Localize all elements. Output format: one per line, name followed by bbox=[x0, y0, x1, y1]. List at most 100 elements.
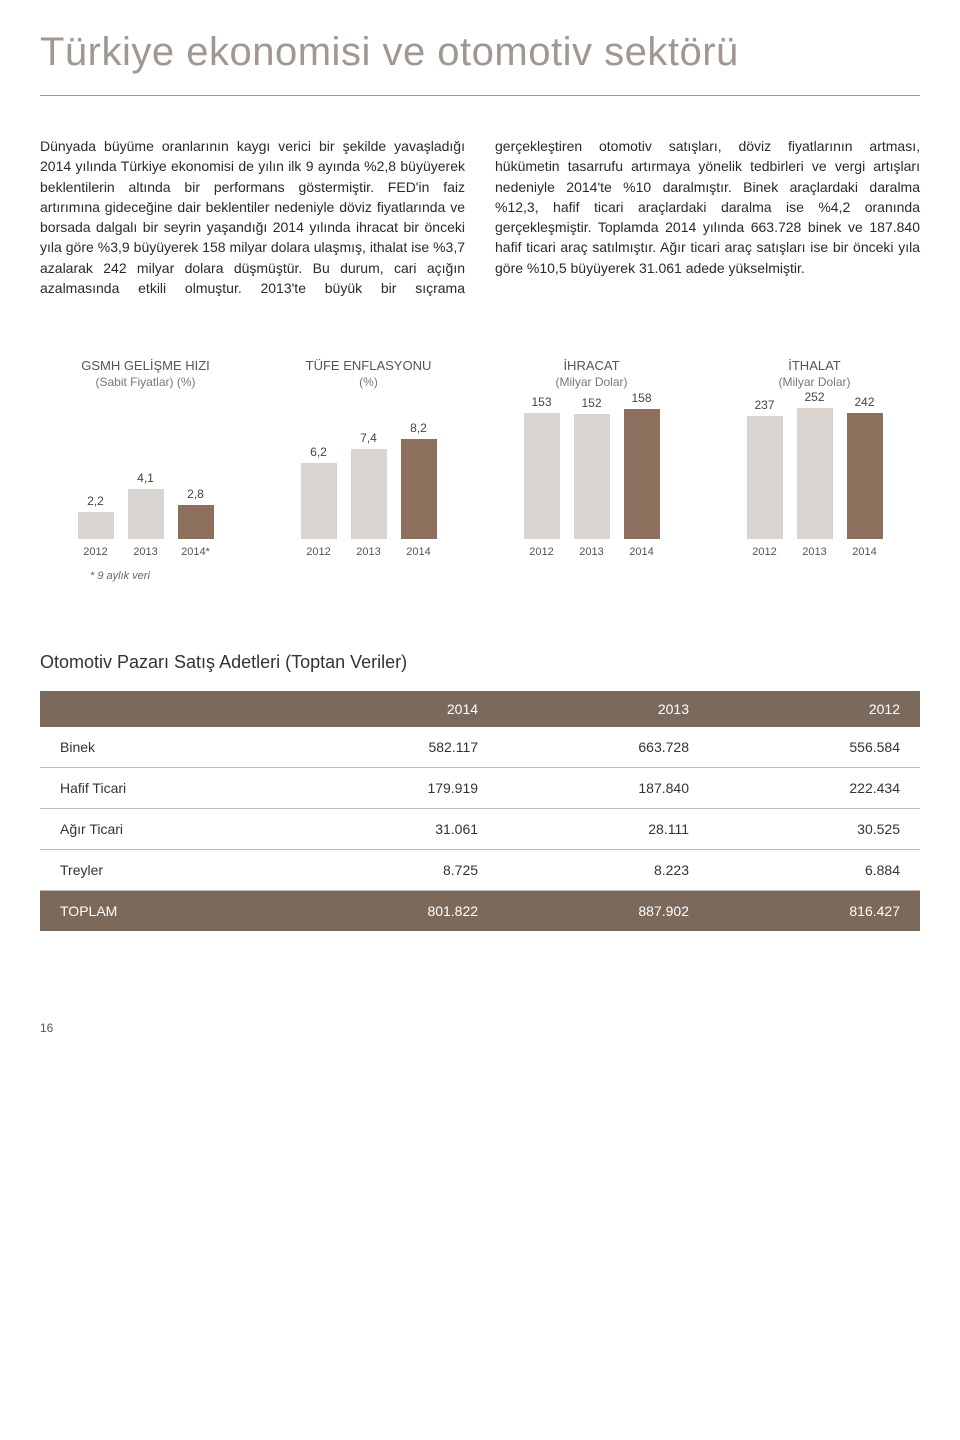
x-label: 2012 bbox=[301, 546, 337, 558]
table-row: Hafif Ticari179.919187.840222.434 bbox=[40, 768, 920, 809]
bar-wrap: 4,1 bbox=[128, 471, 164, 539]
bar-value: 4,1 bbox=[137, 471, 154, 485]
bars-area: 237252242 bbox=[713, 400, 916, 540]
x-label: 2012 bbox=[524, 546, 560, 558]
bar bbox=[574, 414, 610, 539]
chart-title: İHRACAT(Milyar Dolar) bbox=[490, 358, 693, 394]
table-total-cell: 816.427 bbox=[709, 891, 920, 932]
bar-value: 152 bbox=[581, 396, 601, 410]
x-label: 2013 bbox=[128, 546, 164, 558]
chart-block: TÜFE ENFLASYONU(%) 6,2 7,4 8,2 2012 2013 2014 bbox=[267, 358, 470, 558]
bar-wrap: 7,4 bbox=[351, 431, 387, 539]
x-label: 2014* bbox=[178, 546, 214, 558]
table-cell: 31.061 bbox=[287, 809, 498, 850]
x-label: 2013 bbox=[351, 546, 387, 558]
body-text: Dünyada büyüme oranlarının kaygı verici … bbox=[40, 136, 920, 298]
page-title: Türkiye ekonomisi ve otomotiv sektörü bbox=[40, 30, 920, 96]
bar-wrap: 153 bbox=[524, 395, 560, 539]
x-labels: 2012 2013 2014 bbox=[267, 546, 470, 558]
bar-value: 2,8 bbox=[187, 487, 204, 501]
chart-subtitle: (%) bbox=[267, 375, 470, 391]
table-cell: Binek bbox=[40, 727, 287, 768]
bar-wrap: 8,2 bbox=[401, 421, 437, 539]
table-cell: 8.725 bbox=[287, 850, 498, 891]
bar-value: 237 bbox=[754, 398, 774, 412]
bar-value: 242 bbox=[854, 395, 874, 409]
table-total-row: TOPLAM801.822887.902816.427 bbox=[40, 891, 920, 932]
bar-value: 153 bbox=[531, 395, 551, 409]
bar-value: 252 bbox=[804, 390, 824, 404]
table-cell: 222.434 bbox=[709, 768, 920, 809]
bar bbox=[747, 416, 783, 539]
chart-title: TÜFE ENFLASYONU(%) bbox=[267, 358, 470, 394]
bar bbox=[797, 408, 833, 539]
bar-value: 2,2 bbox=[87, 494, 104, 508]
bar-wrap: 242 bbox=[847, 395, 883, 539]
bar bbox=[624, 409, 660, 539]
x-label: 2014 bbox=[847, 546, 883, 558]
table-total-cell: 801.822 bbox=[287, 891, 498, 932]
table-header-cell: 2014 bbox=[287, 691, 498, 727]
bar-wrap: 158 bbox=[624, 391, 660, 539]
x-label: 2013 bbox=[574, 546, 610, 558]
bar bbox=[128, 489, 164, 539]
bar-wrap: 237 bbox=[747, 398, 783, 539]
table-row: Binek582.117663.728556.584 bbox=[40, 727, 920, 768]
chart-block: İHRACAT(Milyar Dolar)1531521582012201320… bbox=[490, 358, 693, 558]
bar-wrap: 152 bbox=[574, 396, 610, 539]
table-header-cell bbox=[40, 691, 287, 727]
bar-value: 6,2 bbox=[310, 445, 327, 459]
table-total-cell: 887.902 bbox=[498, 891, 709, 932]
page-number: 16 bbox=[40, 1021, 920, 1035]
table-header-cell: 2012 bbox=[709, 691, 920, 727]
x-label: 2012 bbox=[78, 546, 114, 558]
bar bbox=[351, 449, 387, 539]
chart-title: GSMH GELİŞME HIZI(Sabit Fiyatlar) (%) bbox=[44, 358, 247, 394]
table-header-row: 201420132012 bbox=[40, 691, 920, 727]
x-labels: 2012 2013 2014 bbox=[490, 546, 693, 558]
chart-block: GSMH GELİŞME HIZI(Sabit Fiyatlar) (%) 2,2… bbox=[44, 358, 247, 558]
table-row: Treyler8.7258.2236.884 bbox=[40, 850, 920, 891]
bar-wrap: 2,8 bbox=[178, 487, 214, 539]
bar-value: 8,2 bbox=[410, 421, 427, 435]
bars-area: 2,2 4,1 2,8 bbox=[44, 400, 247, 540]
chart-subtitle: (Sabit Fiyatlar) (%) bbox=[44, 375, 247, 391]
chart-title: İTHALAT(Milyar Dolar) bbox=[713, 358, 916, 394]
bar bbox=[524, 413, 560, 539]
table-total-cell: TOPLAM bbox=[40, 891, 287, 932]
charts-row: GSMH GELİŞME HIZI(Sabit Fiyatlar) (%) 2,2… bbox=[40, 358, 920, 558]
table-cell: 582.117 bbox=[287, 727, 498, 768]
table-cell: 187.840 bbox=[498, 768, 709, 809]
table-cell: 6.884 bbox=[709, 850, 920, 891]
bar bbox=[401, 439, 437, 539]
chart-subtitle: (Milyar Dolar) bbox=[490, 375, 693, 391]
table-cell: Treyler bbox=[40, 850, 287, 891]
chart-subtitle: (Milyar Dolar) bbox=[713, 375, 916, 391]
table-cell: 30.525 bbox=[709, 809, 920, 850]
table-cell: 179.919 bbox=[287, 768, 498, 809]
bar-value: 158 bbox=[631, 391, 651, 405]
x-label: 2012 bbox=[747, 546, 783, 558]
bar-value: 7,4 bbox=[360, 431, 377, 445]
bar-wrap: 252 bbox=[797, 390, 833, 539]
bar bbox=[847, 413, 883, 539]
table-header-cell: 2013 bbox=[498, 691, 709, 727]
bar bbox=[301, 463, 337, 539]
sales-table: 201420132012Binek582.117663.728556.584Ha… bbox=[40, 691, 920, 931]
table-cell: Ağır Ticari bbox=[40, 809, 287, 850]
chart-block: İTHALAT(Milyar Dolar)2372522422012201320… bbox=[713, 358, 916, 558]
sales-table-heading: Otomotiv Pazarı Satış Adetleri (Toptan V… bbox=[40, 652, 920, 673]
bars-area: 6,2 7,4 8,2 bbox=[267, 400, 470, 540]
x-label: 2014 bbox=[624, 546, 660, 558]
x-label: 2014 bbox=[401, 546, 437, 558]
bar-wrap: 6,2 bbox=[301, 445, 337, 539]
x-label: 2013 bbox=[797, 546, 833, 558]
bar-wrap: 2,2 bbox=[78, 494, 114, 539]
table-row: Ağır Ticari31.06128.11130.525 bbox=[40, 809, 920, 850]
x-labels: 2012 2013 2014* bbox=[44, 546, 247, 558]
bars-area: 153152158 bbox=[490, 400, 693, 540]
chart-footnote: * 9 aylık veri bbox=[90, 570, 920, 582]
table-cell: 28.111 bbox=[498, 809, 709, 850]
table-cell: 556.584 bbox=[709, 727, 920, 768]
table-cell: 663.728 bbox=[498, 727, 709, 768]
